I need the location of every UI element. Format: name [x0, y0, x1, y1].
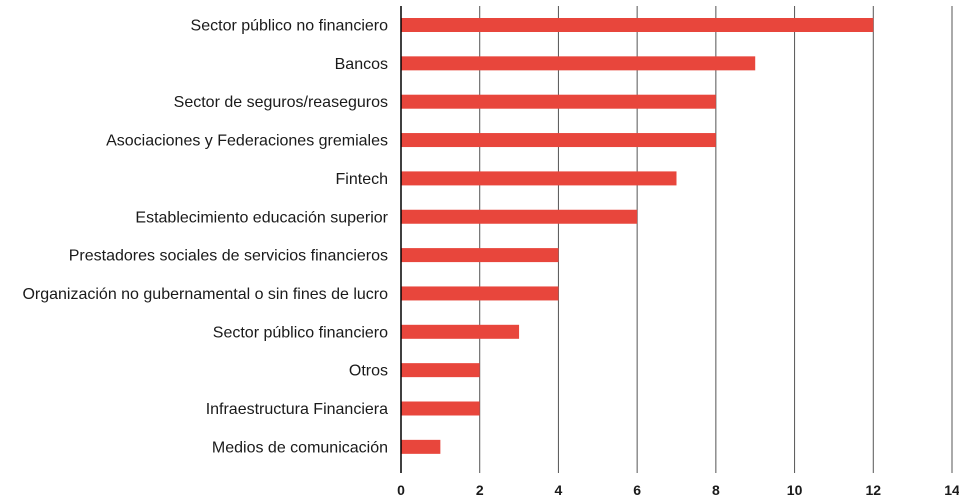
category-label: Bancos [335, 56, 388, 73]
bar [401, 209, 638, 224]
x-tick-label: 6 [633, 482, 641, 498]
bar [401, 324, 520, 339]
x-tick-label: 8 [712, 482, 720, 498]
category-label: Organización no gubernamental o sin fine… [22, 286, 388, 303]
bar [401, 18, 874, 32]
bar [401, 286, 559, 301]
category-labels: Sector público no financiero Bancos Sector… [22, 18, 388, 457]
x-tick-label: 4 [555, 482, 563, 498]
category-label: Fintech [336, 171, 388, 188]
bar [401, 56, 756, 71]
category-label: Otros [349, 363, 388, 380]
category-label: Sector público financiero [213, 324, 388, 341]
gridlines [479, 6, 953, 473]
category-label: Infraestructura Financiera [206, 401, 388, 418]
category-label: Sector público no financiero [191, 18, 389, 35]
bar [401, 248, 559, 263]
bars [401, 18, 874, 454]
x-tick-label: 2 [476, 482, 484, 498]
category-label: Medios de comunicación [212, 439, 388, 456]
bar [401, 133, 716, 148]
bar [401, 94, 716, 109]
category-label: Sector de seguros/reaseguros [174, 94, 388, 111]
bar [401, 401, 480, 416]
x-tick-label: 0 [397, 482, 405, 498]
bar [401, 363, 480, 378]
category-label: Asociaciones y Federaciones gremiales [106, 133, 388, 150]
bar [401, 439, 441, 454]
x-tick-label: 14 [944, 482, 959, 498]
category-label: Prestadores sociales de servicios financ… [69, 248, 388, 265]
x-tick-label: 12 [865, 482, 881, 498]
x-tick-label: 10 [787, 482, 803, 498]
x-axis-ticks: 0 2 4 6 8 10 12 14 [397, 482, 959, 498]
bar [401, 171, 677, 186]
category-label: Establecimiento educación superior [135, 209, 388, 226]
